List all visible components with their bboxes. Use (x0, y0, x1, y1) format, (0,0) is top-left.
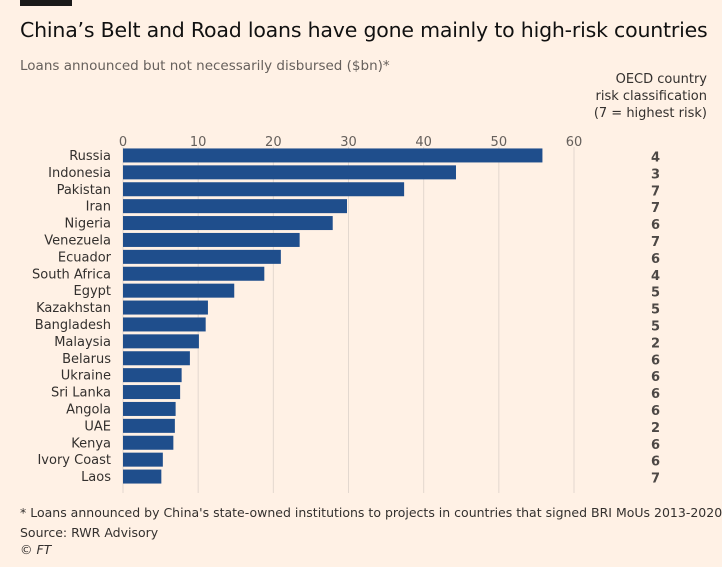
risk-column-header: OECD country risk classification (7 = hi… (507, 71, 707, 122)
risk-header-line-1: OECD country (615, 72, 707, 87)
x-tick-label-30: 30 (340, 135, 357, 150)
bar-ivory-coast (123, 452, 163, 467)
category-label-ukraine: Ukraine (61, 369, 111, 384)
risk-value-laos: 7 (651, 472, 660, 487)
category-label-kenya: Kenya (71, 436, 111, 451)
risk-value-russia: 4 (651, 150, 660, 165)
footnote: * Loans announced by China's state-owned… (20, 505, 722, 520)
risk-value-kazakhstan: 5 (651, 303, 660, 318)
ft-credit: © FT (20, 542, 51, 557)
risk-value-egypt: 5 (651, 286, 660, 301)
category-label-indonesia: Indonesia (48, 166, 111, 181)
risk-value-indonesia: 3 (651, 167, 660, 182)
bar-egypt (123, 283, 235, 298)
bar-kenya (123, 435, 174, 450)
risk-value-ivory-coast: 6 (651, 455, 660, 470)
risk-value-ecuador: 6 (651, 252, 660, 267)
bar-sri-lanka (123, 385, 181, 400)
risk-value-south-africa: 4 (651, 269, 660, 284)
bar-belarus (123, 351, 190, 366)
risk-value-belarus: 6 (651, 353, 660, 368)
category-label-angola: Angola (66, 402, 111, 417)
x-tick-label-40: 40 (415, 135, 432, 150)
source-note: Source: RWR Advisory (20, 525, 159, 540)
bar-uae (123, 418, 175, 433)
category-label-kazakhstan: Kazakhstan (36, 301, 111, 316)
bar-kazakhstan (123, 300, 208, 315)
risk-value-nigeria: 6 (651, 218, 660, 233)
bar-angola (123, 401, 176, 416)
bar-pakistan (123, 182, 405, 197)
bar-russia (123, 148, 543, 163)
category-label-egypt: Egypt (73, 284, 111, 299)
risk-value-angola: 6 (651, 404, 660, 419)
category-label-belarus: Belarus (62, 352, 111, 367)
category-label-ecuador: Ecuador (58, 250, 112, 265)
ft-credit-name: FT (36, 542, 52, 557)
risk-value-pakistan: 7 (651, 184, 660, 199)
category-label-uae: UAE (84, 419, 111, 434)
category-label-bangladesh: Bangladesh (35, 318, 111, 333)
copyright-symbol: © (20, 542, 33, 557)
risk-value-ukraine: 6 (651, 370, 660, 385)
category-label-pakistan: Pakistan (57, 183, 111, 198)
x-tick-label-20: 20 (265, 135, 282, 150)
bar-venezuela (123, 232, 300, 247)
x-tick-label-60: 60 (566, 135, 583, 150)
category-label-sri-lanka: Sri Lanka (51, 386, 111, 401)
bar-laos (123, 469, 162, 484)
bar-bangladesh (123, 317, 206, 332)
bar-nigeria (123, 216, 333, 231)
category-label-russia: Russia (69, 149, 111, 164)
risk-header-line-2: risk classification (595, 89, 707, 104)
bar-ecuador (123, 249, 281, 264)
category-label-ivory-coast: Ivory Coast (37, 453, 111, 468)
x-tick-label-0: 0 (119, 135, 127, 150)
risk-value-sri-lanka: 6 (651, 387, 660, 402)
bar-ukraine (123, 368, 182, 383)
bar-indonesia (123, 165, 456, 180)
chart-title: China’s Belt and Road loans have gone ma… (20, 18, 708, 42)
x-tick-label-10: 10 (190, 135, 207, 150)
risk-value-malaysia: 2 (651, 336, 660, 351)
bar-malaysia (123, 334, 199, 349)
category-label-venezuela: Venezuela (44, 233, 111, 248)
x-tick-label-50: 50 (491, 135, 508, 150)
risk-value-iran: 7 (651, 201, 660, 216)
bar-iran (123, 199, 347, 214)
header-rule (20, 0, 72, 6)
risk-value-uae: 2 (651, 421, 660, 436)
risk-value-bangladesh: 5 (651, 319, 660, 334)
risk-value-kenya: 6 (651, 438, 660, 453)
risk-header-line-3: (7 = highest risk) (593, 106, 707, 121)
risk-value-venezuela: 7 (651, 235, 660, 250)
chart-subtitle: Loans announced but not necessarily disb… (20, 58, 390, 74)
category-label-laos: Laos (81, 470, 111, 485)
category-label-south-africa: South Africa (32, 267, 111, 282)
category-label-iran: Iran (86, 200, 111, 215)
bar-south-africa (123, 266, 265, 281)
category-label-nigeria: Nigeria (64, 217, 111, 232)
category-label-malaysia: Malaysia (54, 335, 111, 350)
